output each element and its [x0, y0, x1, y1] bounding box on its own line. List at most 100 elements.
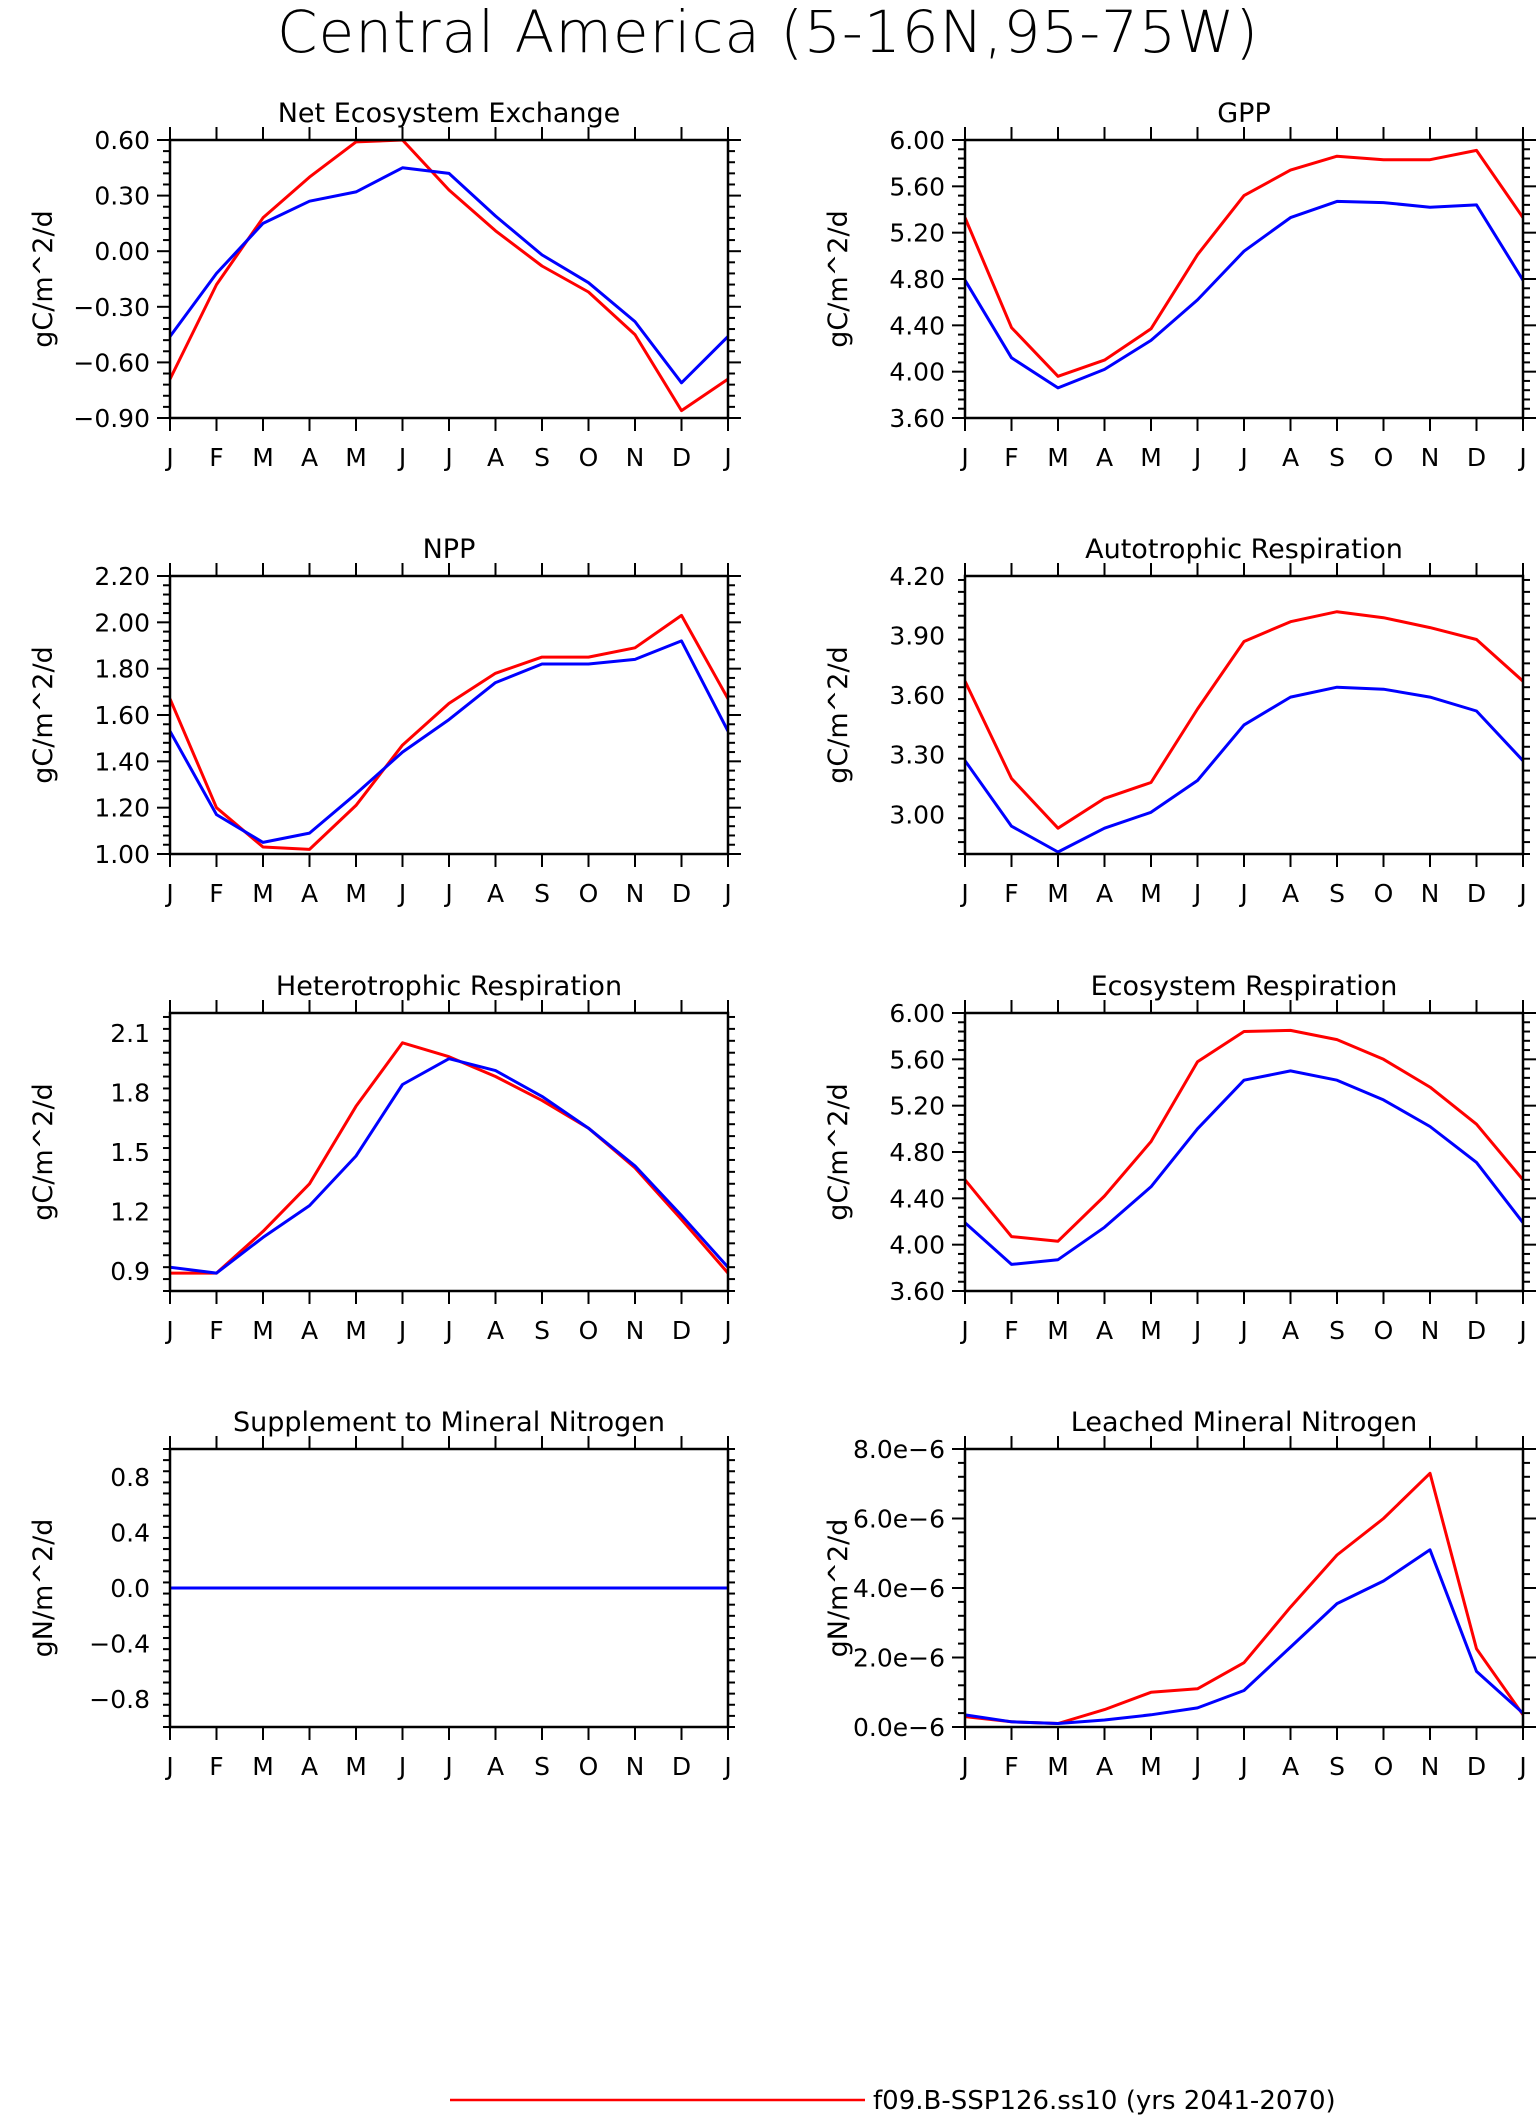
x-tick-label: J	[397, 443, 406, 472]
x-tick-label: J	[164, 879, 173, 908]
plot-frame	[168, 1011, 730, 1293]
x-tick-label: J	[443, 1752, 452, 1781]
series-line-0	[965, 148, 1523, 378]
y-tick-label: 4.00	[889, 1231, 945, 1260]
x-tick-label: M	[1140, 443, 1162, 472]
x-tick-label: F	[209, 1752, 223, 1781]
y-tick-label: 3.30	[889, 741, 945, 770]
x-tick-label: J	[1192, 879, 1201, 908]
x-tick-label: J	[722, 443, 731, 472]
x-tick-label: A	[1282, 1316, 1299, 1345]
panel-title: Supplement to Mineral Nitrogen	[233, 1407, 665, 1438]
y-tick-label: 4.0e−6	[853, 1574, 945, 1603]
x-tick-label: F	[209, 443, 223, 472]
x-tick-label: A	[301, 1316, 318, 1345]
panel-title: NPP	[423, 534, 476, 565]
plot-frame	[963, 1011, 1525, 1293]
x-tick-label: F	[1004, 1316, 1018, 1345]
x-tick-label: J	[443, 1316, 452, 1345]
x-tick-label: J	[722, 879, 731, 908]
x-tick-label: M	[345, 1752, 367, 1781]
y-tick-label: 6.00	[889, 999, 945, 1028]
y-tick-label: 4.80	[889, 1138, 945, 1167]
x-tick-label: N	[1421, 1316, 1440, 1345]
y-tick-label: 0.8	[110, 1463, 150, 1492]
x-tick-label: J	[397, 879, 406, 908]
y-axis-label: gN/m^2/d	[28, 1519, 59, 1658]
x-tick-label: J	[1238, 443, 1247, 472]
x-tick-label: J	[1238, 879, 1247, 908]
x-tick-label: J	[959, 1752, 968, 1781]
panel-title: Leached Mineral Nitrogen	[1071, 1407, 1417, 1438]
x-tick-label: D	[672, 879, 691, 908]
x-tick-label: O	[1374, 1316, 1394, 1345]
panel-1: GPP gC/m^2/d 6.00 5.60 5.20 4.80 4.40 4.00 3.60 J…	[823, 98, 1536, 472]
y-tick-label: 0.00	[94, 237, 150, 266]
legend-label-0: f09.B-SSP126.ss10 (yrs 2041-2070)	[873, 2086, 1336, 2116]
panel-2: NPP gC/m^2/d 2.20 2.00 1.80 1.60 1.40 1.20 1.00 J…	[28, 534, 741, 908]
panel-title: Ecosystem Respiration	[1091, 971, 1398, 1002]
y-tick-label: 5.20	[889, 1092, 945, 1121]
y-tick-label: 2.0e−6	[853, 1644, 945, 1673]
x-tick-label: A	[487, 1316, 504, 1345]
x-tick-label: N	[1421, 443, 1440, 472]
y-tick-label: 4.20	[889, 562, 945, 591]
x-tick-label: S	[1329, 1752, 1345, 1781]
x-tick-label: A	[301, 1752, 318, 1781]
x-tick-label: M	[1047, 443, 1069, 472]
y-tick-label: 0.0e−6	[853, 1713, 945, 1742]
x-tick-label: O	[579, 879, 599, 908]
x-tick-label: S	[1329, 443, 1345, 472]
x-tick-label: J	[443, 443, 452, 472]
plot-frame	[168, 138, 730, 420]
panel-title: Heterotrophic Respiration	[276, 971, 622, 1002]
x-tick-label: J	[959, 1316, 968, 1345]
y-tick-label: 4.40	[889, 1184, 945, 1213]
y-tick-label: 0.30	[94, 182, 150, 211]
y-tick-label: 0.9	[110, 1257, 150, 1286]
x-tick-label: J	[1517, 1752, 1526, 1781]
y-tick-label: 2.00	[94, 608, 150, 637]
x-tick-label: A	[487, 879, 504, 908]
legend: f09.B-SSP126.ss10 (yrs 2041-2070)	[450, 2086, 1336, 2116]
x-tick-label: O	[579, 443, 599, 472]
x-tick-label: A	[487, 443, 504, 472]
x-tick-label: F	[1004, 1752, 1018, 1781]
x-tick-label: O	[579, 1752, 599, 1781]
x-tick-label: J	[164, 1752, 173, 1781]
x-tick-label: M	[252, 1752, 274, 1781]
x-tick-label: S	[534, 1752, 550, 1781]
y-tick-label: 4.00	[889, 358, 945, 387]
plot-frame	[168, 574, 730, 856]
y-axis-label: gC/m^2/d	[28, 1083, 59, 1220]
plot-frame	[963, 1447, 1525, 1729]
y-tick-label: 2.1	[110, 1019, 150, 1048]
y-tick-label: 6.00	[889, 126, 945, 155]
x-tick-label: A	[1096, 443, 1113, 472]
x-tick-label: N	[626, 1316, 645, 1345]
x-tick-label: J	[1192, 1752, 1201, 1781]
y-tick-label: −0.4	[89, 1630, 150, 1659]
x-tick-label: F	[209, 879, 223, 908]
series-line-0	[170, 1041, 728, 1275]
x-tick-label: D	[672, 443, 691, 472]
x-tick-label: F	[1004, 879, 1018, 908]
x-tick-label: S	[1329, 1316, 1345, 1345]
y-tick-label: 1.20	[94, 794, 150, 823]
y-tick-label: 5.60	[889, 172, 945, 201]
panels: Net Ecosystem Exchange gC/m^2/d 0.60 0.30 0.…	[28, 98, 1536, 1781]
x-tick-label: M	[1047, 1752, 1069, 1781]
x-tick-label: M	[345, 879, 367, 908]
y-tick-label: −0.8	[89, 1685, 150, 1714]
y-tick-label: 3.60	[889, 1277, 945, 1306]
x-tick-label: J	[1238, 1752, 1247, 1781]
x-tick-label: A	[487, 1752, 504, 1781]
y-tick-label: 3.90	[889, 622, 945, 651]
x-tick-label: A	[1282, 879, 1299, 908]
x-tick-label: F	[1004, 443, 1018, 472]
x-tick-label: J	[164, 1316, 173, 1345]
x-tick-label: J	[722, 1316, 731, 1345]
y-tick-label: 1.60	[94, 701, 150, 730]
y-axis-label: gC/m^2/d	[28, 210, 59, 347]
